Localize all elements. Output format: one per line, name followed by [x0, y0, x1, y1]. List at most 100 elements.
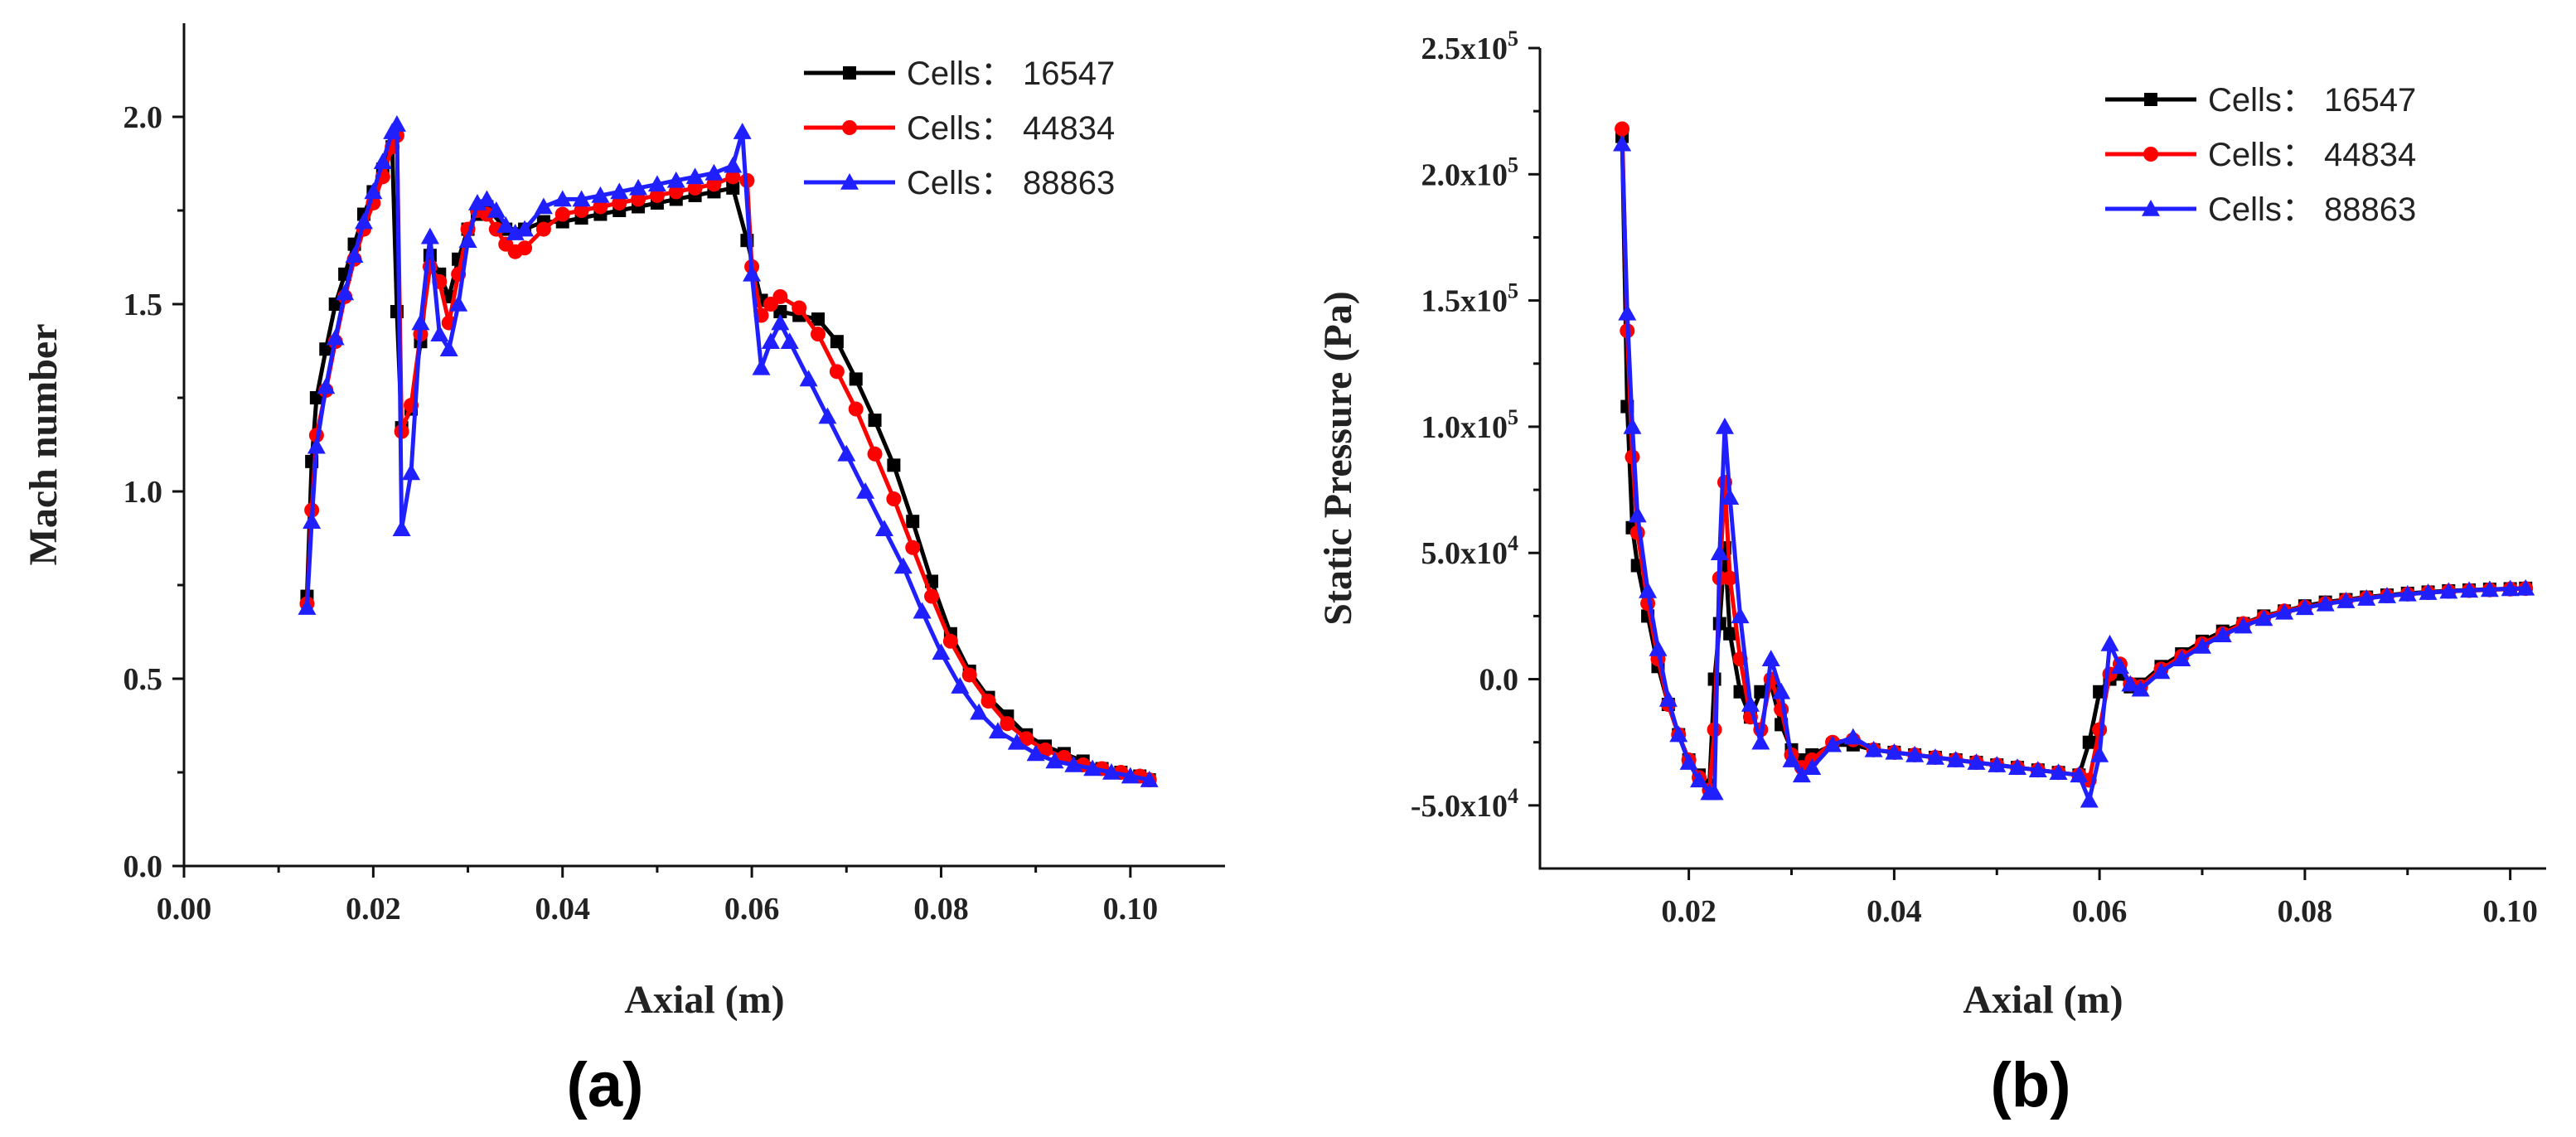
- data-point: [516, 220, 535, 237]
- data-point: [1772, 682, 1791, 699]
- y-tick-label: 0.0: [1479, 663, 1519, 698]
- data-point: [1045, 752, 1064, 769]
- data-point: [2377, 587, 2396, 603]
- y-tick-label: 0.0: [123, 849, 163, 884]
- data-point: [612, 195, 627, 210]
- data-point: [534, 197, 553, 215]
- data-point: [420, 227, 439, 244]
- data-point: [771, 313, 790, 331]
- data-point: [2336, 592, 2356, 608]
- y-tick-label: 5.0x104: [1421, 531, 1519, 571]
- data-point: [1751, 733, 1770, 750]
- legend: Cells： 16547 Cells： 44834 Cells： 88863: [2105, 82, 2416, 228]
- series-2: [299, 128, 1157, 788]
- data-point: [373, 152, 392, 170]
- data-point: [1885, 743, 1904, 760]
- data-point: [1782, 751, 1801, 767]
- data-point: [1690, 771, 1709, 788]
- y-tick-base: 5.0x10: [1421, 536, 1508, 571]
- data-point: [2501, 579, 2520, 597]
- data-point: [517, 240, 533, 256]
- x-axis-label: Axial (m): [1963, 978, 2123, 1022]
- y-tick-label: 2.0: [123, 100, 163, 135]
- y-tick-exponent: 4: [1508, 784, 1518, 808]
- chart-a: 0.00 0.02 0.04 0.06 0.08 0.10 0.0 0.5 1.0 1.5 2.0 A…: [22, 23, 1225, 1120]
- data-point: [705, 163, 724, 181]
- data-point: [2131, 680, 2150, 697]
- x-tick-label: 0.02: [1661, 894, 1717, 929]
- data-point: [2152, 662, 2171, 680]
- data-point: [905, 539, 921, 555]
- data-point: [2082, 735, 2096, 749]
- data-point: [1658, 689, 1678, 707]
- data-point: [364, 182, 383, 200]
- legend-marker: [2142, 200, 2160, 216]
- x-tick-label: 0.02: [346, 892, 401, 927]
- legend-entry: Cells： 44834: [2208, 137, 2416, 173]
- data-point: [2316, 594, 2335, 612]
- data-point: [887, 458, 901, 472]
- data-point: [610, 182, 629, 200]
- legend-entry: Cells： 88863: [2208, 191, 2416, 228]
- data-point: [849, 372, 863, 386]
- data-point: [2028, 761, 2047, 777]
- data-point: [1792, 766, 1811, 783]
- data-point: [1843, 728, 1862, 745]
- x-tick-label: 0.06: [2072, 894, 2128, 929]
- x-tick-label: 0.10: [1103, 892, 1159, 927]
- y-tick-base: 1.5x10: [1421, 284, 1508, 319]
- data-point: [830, 335, 844, 349]
- data-point: [392, 520, 411, 536]
- data-point: [726, 181, 740, 195]
- data-point: [2460, 581, 2479, 598]
- data-point: [574, 203, 589, 218]
- data-point: [752, 358, 771, 375]
- y-axis-label: Mach number: [22, 324, 65, 566]
- data-point: [2090, 745, 2109, 762]
- data-point: [307, 437, 326, 454]
- data-point: [886, 491, 902, 507]
- data-point: [1679, 753, 1698, 770]
- data-point: [649, 187, 665, 203]
- data-point: [724, 156, 743, 173]
- y-tick-exponent: 5: [1508, 405, 1518, 429]
- data-point: [458, 231, 477, 248]
- data-point: [1026, 744, 1045, 762]
- data-point: [1905, 745, 1925, 762]
- data-point: [303, 512, 322, 529]
- legend-marker: [843, 66, 856, 80]
- data-point: [591, 186, 610, 203]
- data-point: [811, 312, 826, 327]
- data-point: [893, 557, 913, 574]
- data-point: [2008, 758, 2027, 775]
- data-point: [913, 602, 932, 619]
- y-tick-label: -5.0x104: [1411, 784, 1518, 824]
- data-point: [924, 588, 940, 604]
- legend-entry: Cells： 44834: [907, 110, 1115, 147]
- y-tick-label: 0.5: [123, 662, 163, 697]
- x-tick-label: 0.10: [2482, 894, 2538, 929]
- data-point: [685, 167, 705, 185]
- data-point: [668, 184, 684, 200]
- data-point: [449, 295, 468, 312]
- data-point: [1741, 695, 1760, 712]
- data-point: [2121, 675, 2140, 692]
- data-point: [743, 264, 762, 282]
- x-tick-label: 0.08: [913, 892, 969, 927]
- data-point: [1723, 627, 1737, 641]
- y-tick-exponent: 4: [1508, 531, 1518, 555]
- data-point: [932, 643, 951, 660]
- data-point: [554, 206, 570, 222]
- data-point: [629, 178, 648, 196]
- legend-entry: Cells： 16547: [2208, 82, 2416, 119]
- data-point: [1639, 581, 1658, 598]
- x-tick-label: 0.04: [535, 892, 590, 927]
- data-point: [387, 115, 406, 132]
- data-point: [1613, 134, 1632, 152]
- y-tick-base: 2.5x10: [1421, 31, 1508, 66]
- data-point: [2049, 763, 2068, 781]
- data-point: [2213, 626, 2232, 643]
- data-point: [326, 328, 345, 346]
- data-point: [1705, 783, 1724, 801]
- data-point: [951, 677, 970, 694]
